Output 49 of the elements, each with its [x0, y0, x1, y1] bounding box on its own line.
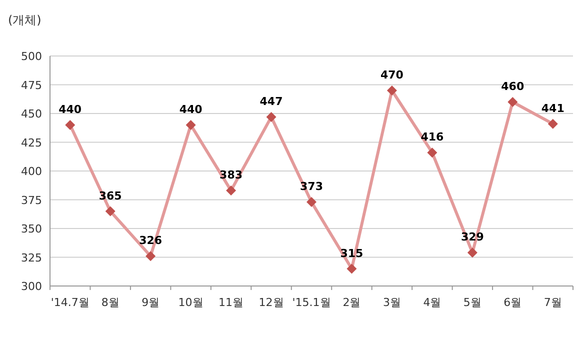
y-tick-label: 350	[21, 222, 42, 236]
point	[386, 86, 397, 96]
x-tick-label: 3월	[382, 296, 401, 309]
x-tick-label: 6월	[504, 296, 522, 309]
point	[105, 206, 116, 216]
x-tick-label: 9월	[142, 296, 160, 309]
x-tick-label: 2월	[342, 296, 361, 309]
data-label: 365	[98, 189, 122, 202]
data-label: 440	[58, 103, 82, 116]
x-tick-label: 8월	[101, 296, 120, 309]
point	[548, 118, 558, 129]
data-label: 440	[179, 103, 203, 116]
point	[306, 197, 316, 208]
point	[146, 251, 156, 262]
y-tick-label: 450	[21, 108, 42, 120]
data-label: 460	[501, 80, 524, 93]
x-tick-label: 7월	[544, 296, 562, 309]
point	[186, 120, 196, 130]
y-tick-label: 300	[21, 280, 42, 293]
y-tick-label: 500	[21, 50, 42, 63]
x-tick-label: 11월	[218, 296, 244, 309]
x-tick-label: 12월	[258, 296, 284, 309]
x-tick-label: '15.1월	[292, 296, 331, 309]
data-label: 326	[139, 234, 162, 248]
data-label: 383	[220, 168, 243, 182]
x-tick-label: 5월	[463, 296, 482, 309]
data-label: 447	[260, 94, 283, 108]
x-tick-label: '14.7월	[50, 296, 90, 309]
point	[266, 112, 276, 122]
y-tick-label: 400	[21, 165, 42, 178]
point	[508, 97, 518, 107]
point	[226, 186, 236, 196]
data-label: 315	[340, 246, 364, 260]
point	[427, 148, 438, 158]
data-label: 441	[541, 102, 564, 115]
y-tick-label: 325	[21, 251, 42, 264]
data-label: 329	[460, 230, 484, 244]
y-axis-title: (개체)	[8, 13, 42, 27]
data-label: 416	[420, 130, 444, 144]
data-label: 373	[300, 180, 323, 194]
y-tick-label: 475	[21, 78, 42, 92]
x-tick-label: 4월	[423, 296, 442, 309]
x-tick-label: 10월	[178, 296, 204, 309]
point	[346, 264, 357, 274]
point	[467, 248, 478, 258]
y-tick-label: 375	[21, 194, 42, 207]
y-tick-label: 425	[21, 136, 42, 150]
data-label: 470	[380, 68, 404, 82]
point	[65, 120, 76, 130]
